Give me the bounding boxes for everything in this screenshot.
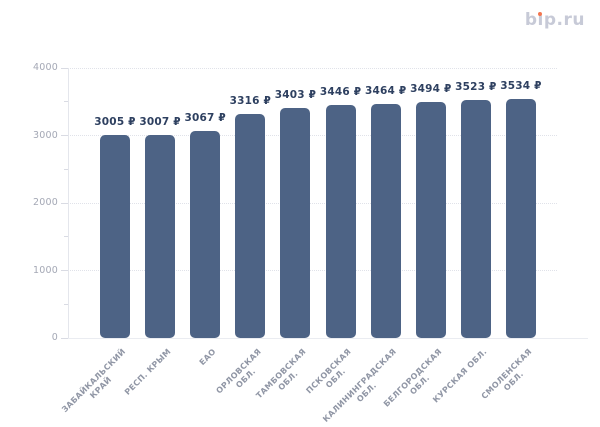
bar	[280, 108, 311, 338]
logo-letter-i: ı	[538, 10, 544, 30]
y-axis-minor-tick	[64, 303, 68, 305]
y-axis-major-tick	[61, 270, 68, 271]
bar	[325, 105, 356, 338]
y-axis-minor-tick	[64, 168, 68, 170]
bar-value-label: 3005 ₽	[94, 116, 136, 129]
bar	[100, 135, 130, 338]
y-axis-tick-label: 3000	[33, 129, 58, 141]
y-axis-tick-label: 4000	[33, 62, 58, 73]
logo-text-b: b	[524, 10, 538, 30]
x-axis-tick-label: СМОЛЕНСКАЯ ОБЛ.	[479, 347, 534, 401]
logo-orange-dot-icon	[538, 11, 543, 16]
y-axis-major-tick	[61, 67, 68, 69]
y-axis-minor-tick	[64, 101, 68, 103]
logo-text-i: ı	[537, 10, 544, 30]
bip-logo: bı p.ru	[525, 10, 585, 30]
bar-value-label: 3067 ₽	[184, 111, 226, 124]
y-axis-minor-tick	[64, 236, 68, 238]
bar-value-label: 3403 ₽	[274, 89, 317, 102]
bar	[460, 100, 491, 338]
bar	[145, 135, 176, 338]
bar-value-label: 3446 ₽	[319, 86, 362, 99]
y-axis-line	[68, 68, 69, 338]
logo-text-rest: p.ru	[543, 10, 585, 30]
bar-value-label: 3316 ₽	[229, 95, 272, 108]
gridline	[68, 67, 557, 69]
gridline	[68, 270, 557, 271]
bar	[415, 102, 446, 338]
gridline	[68, 135, 557, 136]
x-axis-tick-label: РЕСП. КРЫМ	[122, 347, 173, 397]
bar	[235, 114, 266, 338]
bar-value-label: 3523 ₽	[455, 81, 497, 94]
bar-value-label: 3534 ₽	[500, 80, 542, 93]
bar-value-label: 3007 ₽	[139, 116, 181, 129]
y-axis-tick-label: 2000	[33, 197, 58, 208]
y-axis-tick-label: 0	[51, 332, 58, 343]
gridline	[68, 202, 557, 204]
bar	[190, 130, 221, 338]
y-axis-major-tick	[61, 202, 68, 204]
x-axis-line	[68, 338, 588, 339]
bar-value-label: 3494 ₽	[410, 83, 452, 96]
bar	[505, 99, 536, 338]
x-axis-tick-label: ЕАО	[197, 347, 218, 368]
bar-value-label: 3464 ₽	[364, 85, 407, 98]
bar	[370, 104, 401, 338]
y-axis-tick-label: 1000	[33, 264, 58, 276]
y-axis-major-tick	[61, 135, 68, 136]
x-axis-tick-label: ЗАБАЙКАЛЬСКИЙ КРАЙ	[60, 347, 128, 415]
y-axis-major-tick	[61, 337, 68, 339]
